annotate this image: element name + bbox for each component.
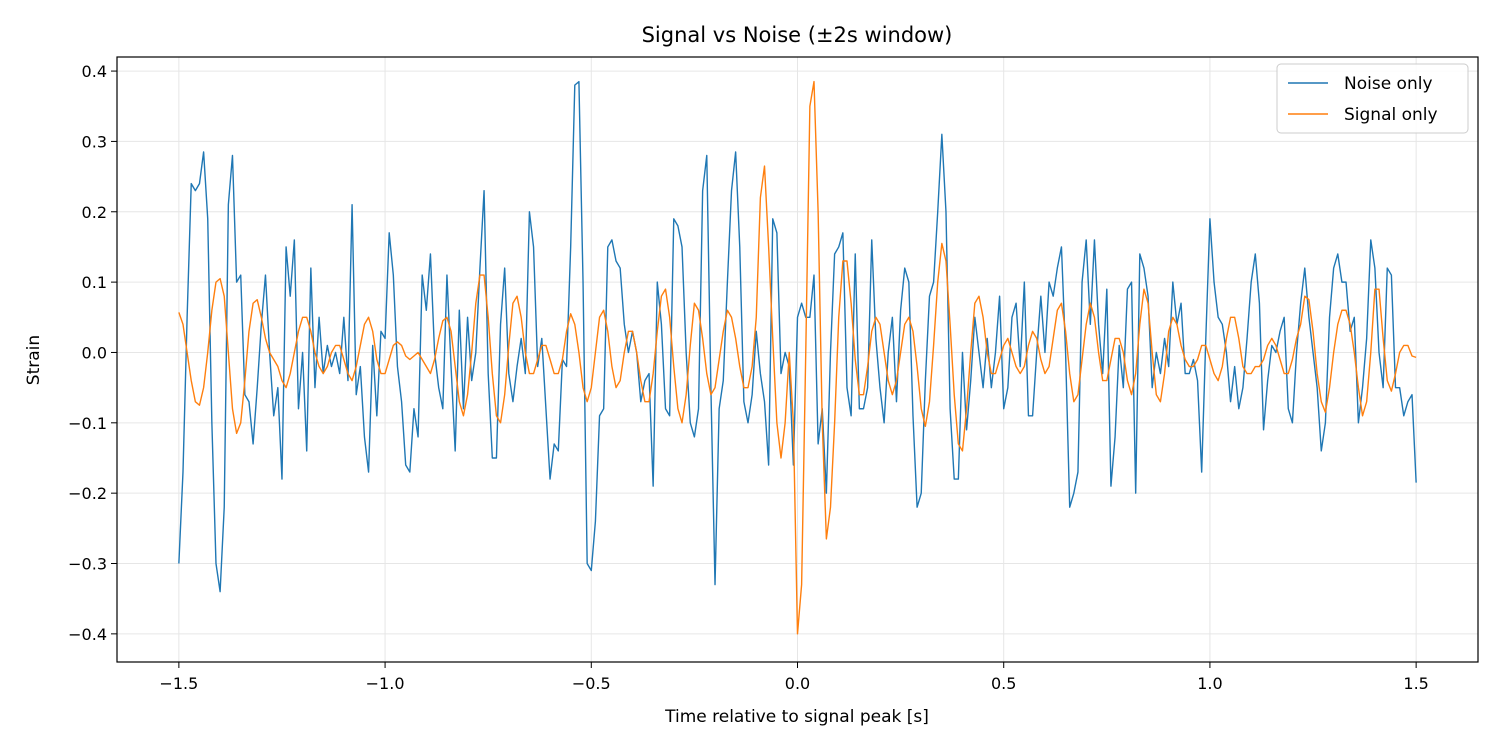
x-tick-label: 0.5: [991, 674, 1016, 693]
legend-label-noise: Noise only: [1344, 74, 1433, 94]
y-tick-label: 0.4: [82, 62, 107, 81]
x-axis-label: Time relative to signal peak [s]: [664, 707, 929, 727]
plot-area: [178, 80, 1417, 635]
x-axis: −1.5 −1.0 −0.5 0.0 0.5 1.0 1.5: [159, 662, 1429, 693]
y-tick-label: 0.2: [82, 203, 107, 222]
legend: Noise only Signal only: [1276, 63, 1469, 134]
y-tick-label: −0.1: [68, 414, 107, 433]
legend-box: [1276, 63, 1469, 134]
grid: [117, 57, 1478, 662]
y-tick-label: −0.2: [68, 484, 107, 503]
x-tick-label: 1.0: [1197, 674, 1222, 693]
y-tick-label: 0.0: [82, 343, 107, 362]
series-layer: [178, 80, 1417, 635]
y-axis: −0.4 −0.3 −0.2 −0.1 0.0 0.1 0.2 0.3 0.4: [68, 62, 117, 644]
x-tick-label: −0.5: [572, 674, 611, 693]
y-tick-label: −0.4: [68, 625, 107, 644]
y-tick-label: 0.1: [82, 273, 107, 292]
x-tick-label: −1.0: [366, 674, 405, 693]
y-axis-label: Strain: [24, 335, 44, 385]
series-line-noise-only: [178, 80, 1417, 593]
x-tick-label: 0.0: [785, 674, 810, 693]
y-tick-label: 0.3: [82, 132, 107, 151]
x-tick-label: 1.5: [1403, 674, 1428, 693]
y-tick-label: −0.3: [68, 555, 107, 574]
series-line-signal-only: [178, 80, 1417, 635]
legend-label-signal: Signal only: [1344, 105, 1438, 125]
x-tick-label: −1.5: [159, 674, 198, 693]
chart-title: Signal vs Noise (±2s window): [642, 23, 953, 47]
